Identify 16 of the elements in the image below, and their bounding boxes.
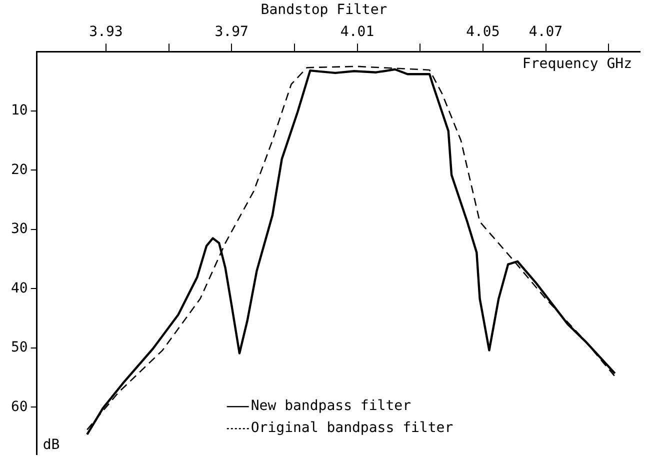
chart-title: Bandstop Filter (260, 2, 388, 18)
x-tick-label: 4.05 (466, 24, 500, 40)
x-tick-label: 3.97 (214, 24, 248, 40)
legend-label: New bandpass filter (250, 398, 412, 414)
x-tick-label: 4.07 (528, 24, 563, 40)
y-tick-label: 40 (11, 280, 28, 296)
y-axis-title: dB (42, 437, 60, 454)
y-tick-label: 60 (11, 398, 28, 415)
y-tick-label: 20 (11, 162, 28, 178)
y-tick-label: 10 (11, 102, 28, 119)
x-tick-label: 4.01 (340, 24, 374, 40)
x-tick-label: 3.93 (89, 24, 123, 40)
y-tick-label: 50 (11, 340, 28, 356)
y-tick-label: 30 (11, 221, 28, 238)
legend-label: Original bandpass filter (250, 420, 454, 436)
x-axis-title: Frequency GHz (522, 56, 632, 72)
